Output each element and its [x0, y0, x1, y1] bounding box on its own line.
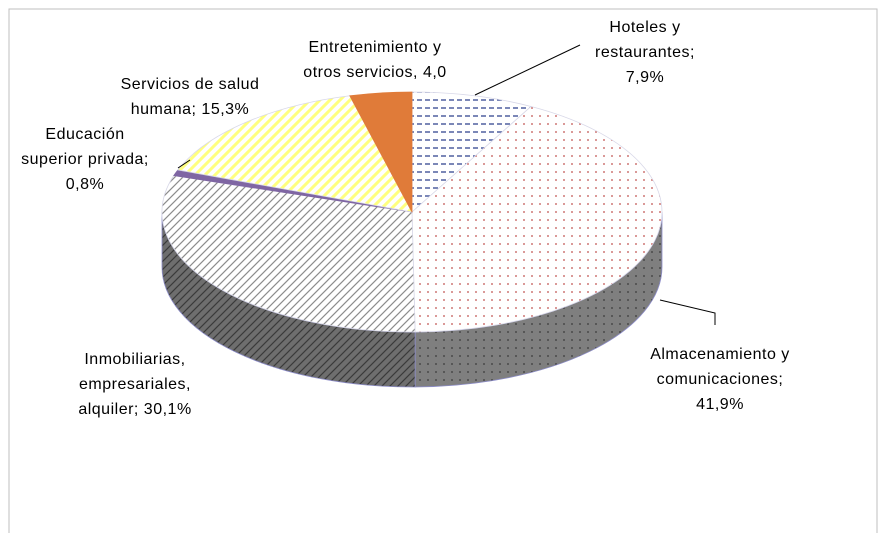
data-label: Almacenamiento y	[650, 346, 790, 363]
leader-line	[474, 44, 581, 96]
data-label: Educación	[45, 126, 124, 143]
pie-slice	[411, 91, 532, 213]
data-label: humana; 15,3%	[131, 101, 250, 118]
data-label: Entretenimiento y	[308, 39, 441, 56]
data-label: empresariales,	[79, 376, 191, 393]
data-label: 0,8%	[66, 176, 104, 193]
data-label: Servicios de salud	[121, 76, 260, 93]
data-label: comunicaciones;	[657, 371, 784, 388]
data-label: restaurantes;	[595, 44, 695, 61]
data-label: otros servicios, 4,0	[303, 64, 446, 81]
data-label: 41,9%	[696, 396, 744, 413]
data-label: alquiler; 30,1%	[78, 401, 191, 418]
leader-line	[177, 159, 191, 169]
data-label: Hoteles y	[609, 19, 680, 36]
pie-slice	[411, 106, 663, 333]
pie-slice	[177, 95, 413, 213]
data-label: superior privada;	[21, 151, 149, 168]
leader-line	[659, 299, 716, 325]
data-label: Inmobiliarias,	[84, 351, 185, 368]
chart-frame	[8, 8, 878, 533]
pie-slice	[161, 175, 416, 333]
pie-slice	[349, 91, 413, 213]
data-label: 7,9%	[626, 69, 664, 86]
